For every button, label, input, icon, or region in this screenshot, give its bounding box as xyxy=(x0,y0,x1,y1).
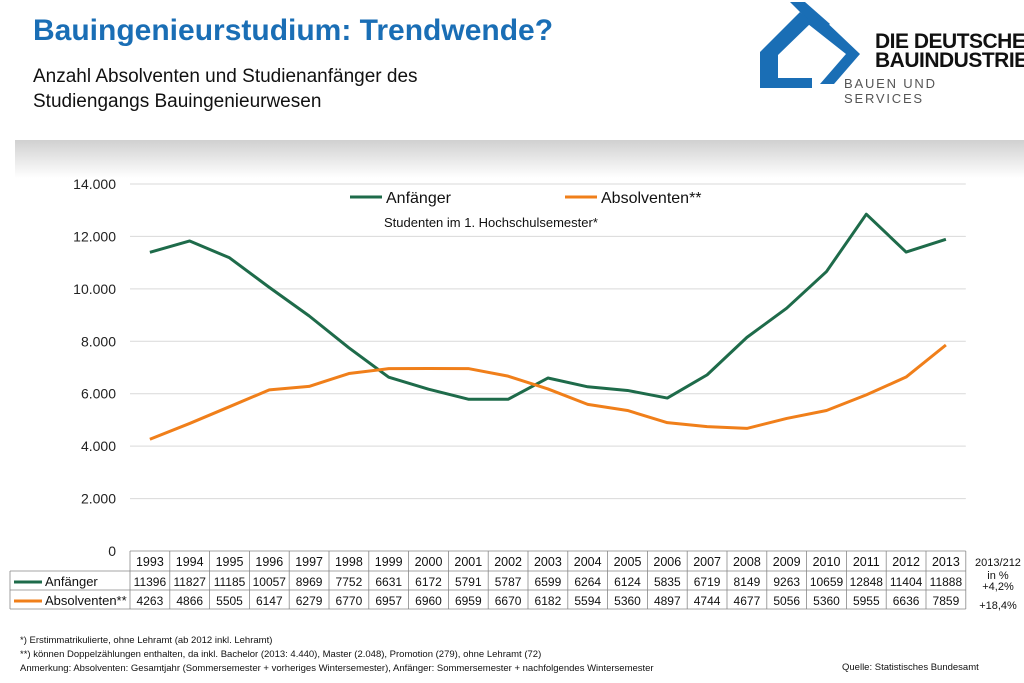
logo-tagline: BAUEN UND SERVICES xyxy=(844,76,937,106)
x-tick-label: 1998 xyxy=(335,555,363,569)
y-tick-label: 4.000 xyxy=(81,438,116,454)
x-tick-label: 2003 xyxy=(534,555,562,569)
series-line-anfaenger xyxy=(149,212,947,401)
table-cell: 12848 xyxy=(850,575,884,589)
header-band xyxy=(15,140,1024,178)
table-cell: 4677 xyxy=(734,594,761,608)
x-tick-label: 2001 xyxy=(454,555,482,569)
table-cell: 9263 xyxy=(773,575,800,589)
page-title: Bauingenieurstudium: Trendwende? xyxy=(33,14,554,47)
logo-text: DIE DEUTSCHE BAUINDUSTRIE xyxy=(875,30,1024,72)
table-cell: 6182 xyxy=(535,594,562,608)
table-cell: 11185 xyxy=(214,575,246,589)
table-cell: 6124 xyxy=(614,575,641,589)
x-tick-label: 2004 xyxy=(574,555,602,569)
footnotes: *) Erstimmatrikulierte, ohne Lehramt (ab… xyxy=(20,634,654,676)
y-tick-label: 12.000 xyxy=(73,228,116,244)
x-tick-label: 2000 xyxy=(415,555,443,569)
x-tick-label: 2007 xyxy=(693,555,721,569)
x-tick-label: 1995 xyxy=(216,555,244,569)
table-cell: 6670 xyxy=(495,594,522,608)
chart-annotation: Studenten im 1. Hochschulsemester* xyxy=(384,215,598,230)
x-tick-label: 2009 xyxy=(773,555,801,569)
table-cell: 11404 xyxy=(890,575,923,589)
source-note: Quelle: Statistisches Bundesamt xyxy=(842,662,979,673)
x-tick-label: 2006 xyxy=(653,555,681,569)
x-tick-label: 1996 xyxy=(255,555,283,569)
table-cell: 6279 xyxy=(296,594,323,608)
table-cell: 6264 xyxy=(574,575,601,589)
footnote-1: *) Erstimmatrikulierte, ohne Lehramt (ab… xyxy=(20,635,273,646)
change-header: 2013/212 xyxy=(975,557,1021,569)
footnote-2: **) können Doppelzählungen enthalten, da… xyxy=(20,649,542,660)
table-cell: 5505 xyxy=(216,594,243,608)
table-cell: 10057 xyxy=(253,575,287,589)
y-tick-label: 14.000 xyxy=(73,176,116,192)
table-cell: 5056 xyxy=(773,594,800,608)
x-tick-label: 1997 xyxy=(295,555,323,569)
x-tick-label: 2002 xyxy=(494,555,522,569)
table-cell: 4744 xyxy=(694,594,721,608)
change-value: +18,4% xyxy=(979,600,1017,612)
table-cell: 4263 xyxy=(137,594,164,608)
x-tick-label: 1993 xyxy=(136,555,164,569)
x-tick-label: 2008 xyxy=(733,555,761,569)
table-cell: 10659 xyxy=(810,575,844,589)
table-cell: 6636 xyxy=(893,594,920,608)
y-tick-label: 10.000 xyxy=(73,281,116,297)
table-cell: 5835 xyxy=(654,575,681,589)
table-cell: 6599 xyxy=(535,575,562,589)
table-cell: 7752 xyxy=(336,575,363,589)
table-cell: 11396 xyxy=(134,575,167,589)
y-tick-label: 0 xyxy=(108,543,116,559)
logo: DIE DEUTSCHE BAUINDUSTRIE BAUEN UND SERVI… xyxy=(760,2,1024,106)
table-cell: 11888 xyxy=(930,575,963,589)
x-tick-label: 2012 xyxy=(892,555,920,569)
change-value: +4,2% xyxy=(982,581,1014,593)
x-tick-label: 2005 xyxy=(614,555,642,569)
table-cell: 4897 xyxy=(654,594,681,608)
legend-label: Anfänger xyxy=(386,190,452,207)
y-tick-label: 2.000 xyxy=(81,491,116,507)
change-header-unit: in % xyxy=(987,570,1009,582)
y-tick-label: 8.000 xyxy=(81,333,116,349)
table-cell: 6719 xyxy=(694,575,721,589)
subtitle-line-2: Studiengangs Bauingenieurwesen xyxy=(33,91,322,112)
table-cell: 6631 xyxy=(375,575,402,589)
table-cell: 8149 xyxy=(734,575,761,589)
table-cell: 6959 xyxy=(455,594,482,608)
legend-label: Absolventen** xyxy=(601,190,702,207)
table-cell: 5791 xyxy=(455,575,482,589)
y-tick-label: 6.000 xyxy=(81,386,116,402)
table-cell: 6957 xyxy=(375,594,402,608)
table-cell: 5955 xyxy=(853,594,880,608)
table-cell: 8969 xyxy=(296,575,323,589)
table-cell: 6172 xyxy=(415,575,442,589)
page-subtitle: Anzahl Absolventen und Studienanfänger d… xyxy=(33,64,418,114)
house-logo-icon xyxy=(760,2,860,88)
table-cell: 7859 xyxy=(933,594,960,608)
table-cell: 6147 xyxy=(256,594,283,608)
table-cell: 11827 xyxy=(173,575,206,589)
table-cell: 5360 xyxy=(813,594,840,608)
table-cell: 4866 xyxy=(176,594,203,608)
table-cell: 5787 xyxy=(495,575,522,589)
footnote-remark: Anmerkung: Absolventen: Gesamtjahr (Somm… xyxy=(20,663,654,674)
x-tick-label: 1999 xyxy=(375,555,403,569)
x-tick-label: 2011 xyxy=(853,555,880,569)
subtitle-line-1: Anzahl Absolventen und Studienanfänger d… xyxy=(33,66,418,87)
table-series-label: Absolventen** xyxy=(45,593,127,608)
series-line-absolventen xyxy=(149,343,947,441)
table-cell: 5360 xyxy=(614,594,641,608)
x-tick-label: 2010 xyxy=(813,555,841,569)
x-tick-label: 2013 xyxy=(932,555,960,569)
table-cell: 5594 xyxy=(574,594,601,608)
table-cell: 6960 xyxy=(415,594,442,608)
x-tick-label: 1994 xyxy=(176,555,204,569)
table-series-label: Anfänger xyxy=(45,574,98,589)
table-cell: 6770 xyxy=(336,594,363,608)
